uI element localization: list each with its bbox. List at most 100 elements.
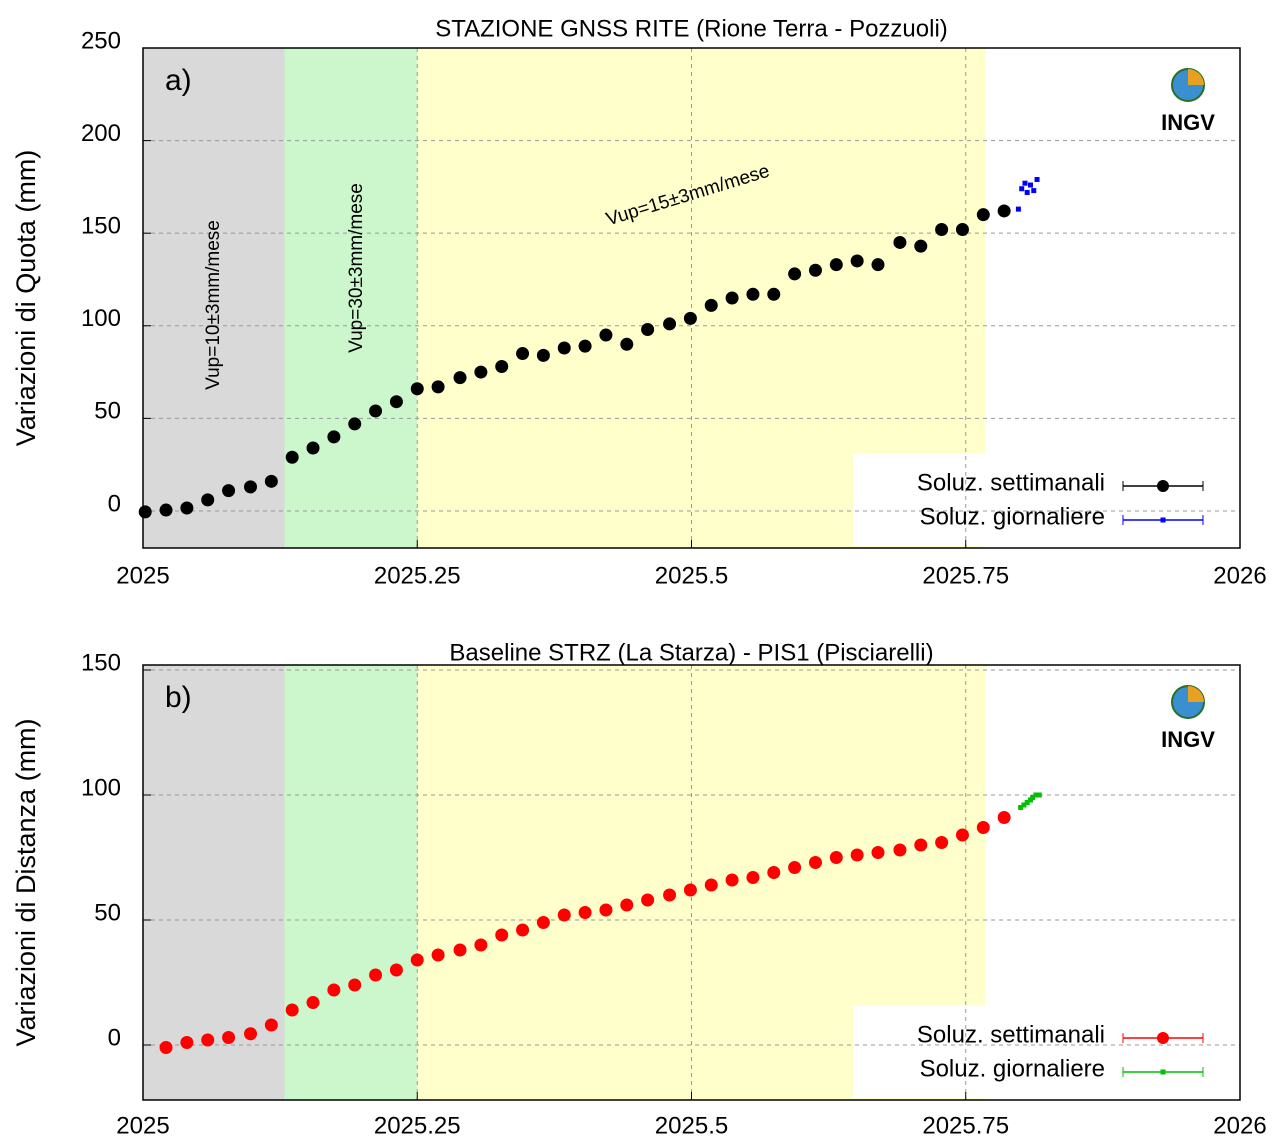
- data-point: [976, 821, 990, 834]
- data-point: [663, 888, 677, 902]
- data-point: [599, 903, 613, 917]
- period-band: [284, 48, 418, 548]
- data-point: [914, 239, 928, 253]
- data-point: [1021, 802, 1027, 808]
- data-point: [850, 848, 864, 862]
- x-tick-label: 2025.5: [655, 1112, 728, 1139]
- x-tick-label: 2026: [1213, 562, 1266, 589]
- chart-title: Baseline STRZ (La Starza) - PIS1 (Piscia…: [449, 639, 933, 666]
- data-point: [1034, 176, 1040, 182]
- plot-frame: [142, 664, 1241, 1101]
- data-point: [725, 873, 739, 887]
- y-tick-label: 100: [81, 774, 121, 801]
- data-point: [431, 380, 445, 394]
- data-point: [871, 846, 885, 859]
- period-band: [143, 48, 285, 548]
- data-point: [180, 1036, 194, 1049]
- legend-label: Soluz. settimanali: [917, 469, 1105, 496]
- data-point: [1036, 792, 1042, 798]
- data-point: [453, 371, 467, 385]
- data-point: [327, 983, 341, 997]
- data-point: [893, 843, 907, 857]
- data-point: [348, 978, 362, 992]
- data-point: [180, 501, 194, 515]
- data-point: [557, 908, 571, 922]
- x-tick-label: 2025: [116, 1112, 169, 1139]
- data-point: [516, 347, 530, 361]
- data-point: [138, 505, 152, 519]
- data-point: [1030, 795, 1036, 800]
- y-tick-label: 0: [108, 490, 121, 517]
- data-point: [306, 996, 320, 1009]
- data-point: [536, 916, 550, 929]
- data-point: [704, 298, 718, 312]
- data-point: [327, 430, 341, 444]
- legend-label: Soluz. giornaliere: [920, 503, 1105, 530]
- x-tick-label: 2025.75: [922, 1112, 1009, 1139]
- data-point: [683, 311, 697, 325]
- data-point: [746, 287, 760, 301]
- panel: 0 50 100 150 2025 2025.25 2025.5 2025.75 2026 Bas…: [11, 639, 1267, 1139]
- y-axis-label: Variazioni di Quota (mm): [11, 150, 41, 447]
- legend-marker: [1157, 1032, 1169, 1044]
- data-point: [620, 898, 634, 912]
- y-tick-label: 0: [108, 1024, 121, 1051]
- data-point: [474, 938, 488, 952]
- plot-frame: [142, 47, 1241, 549]
- data-point: [389, 395, 403, 409]
- logo-text: INGV: [1161, 727, 1215, 752]
- data-point: [159, 1041, 173, 1054]
- data-point: [746, 871, 760, 884]
- data-point: [829, 851, 843, 864]
- legend-marker: [1160, 1069, 1166, 1075]
- data-point: [474, 365, 488, 379]
- data-point: [536, 348, 550, 362]
- legend-box: [853, 454, 1238, 546]
- data-point: [410, 953, 424, 967]
- y-tick-label: 250: [81, 27, 121, 54]
- x-tick-label: 2025.5: [655, 562, 728, 589]
- data-point: [808, 263, 822, 277]
- logo-text: INGV: [1161, 110, 1215, 135]
- data-point: [557, 341, 571, 355]
- data-point: [578, 339, 592, 353]
- data-point: [431, 948, 445, 962]
- data-point: [244, 1027, 258, 1041]
- data-point: [201, 1033, 215, 1047]
- x-tick-label: 2025.25: [374, 1112, 461, 1139]
- data-point: [955, 222, 969, 236]
- data-point: [704, 878, 718, 892]
- data-point: [997, 204, 1011, 218]
- data-point: [893, 235, 907, 249]
- data-point: [976, 208, 990, 222]
- data-point: [683, 883, 697, 897]
- data-point: [663, 317, 677, 331]
- data-point: [767, 866, 781, 879]
- logo-globe-detail: [1188, 686, 1204, 702]
- logo-globe-detail: [1188, 69, 1204, 85]
- legend-marker: [1160, 517, 1166, 523]
- data-point: [389, 963, 403, 977]
- legend-marker: [1157, 480, 1169, 492]
- data-point: [935, 222, 949, 236]
- x-tick-label: 2026: [1213, 1112, 1266, 1139]
- data-point: [516, 923, 530, 937]
- legend-label: Soluz. settimanali: [917, 1021, 1105, 1048]
- data-point: [1033, 792, 1039, 798]
- data-point: [808, 856, 822, 869]
- data-point: [453, 943, 467, 957]
- data-point: [850, 254, 864, 268]
- data-point: [348, 417, 362, 431]
- data-point: [1022, 180, 1028, 186]
- data-point: [264, 474, 278, 488]
- data-point: [788, 861, 802, 874]
- y-tick-label: 150: [81, 213, 121, 240]
- data-point: [725, 291, 739, 305]
- data-point: [1018, 805, 1024, 810]
- legend-label: Soluz. giornaliere: [920, 1055, 1105, 1082]
- data-point: [620, 337, 634, 351]
- y-tick-label: 50: [94, 398, 121, 425]
- x-tick-label: 2025.25: [374, 562, 461, 589]
- period-band: [143, 665, 285, 1100]
